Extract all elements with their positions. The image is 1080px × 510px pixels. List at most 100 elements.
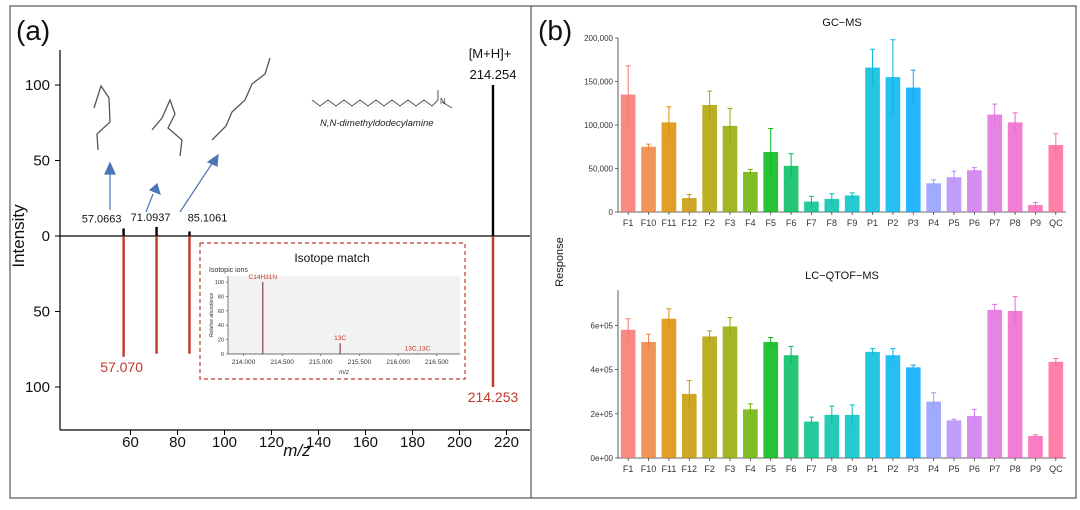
panel-a-label: (a) xyxy=(16,15,50,46)
bar-F3 xyxy=(722,326,738,458)
isotope-peak-label: C14H31N xyxy=(249,274,278,281)
bar-chart-y-tick-label: 50,000 xyxy=(589,165,614,174)
bar-P7 xyxy=(987,309,1003,458)
spectrum-y-axis-title: Intensity xyxy=(9,204,28,268)
panel-b-label: (b) xyxy=(538,15,572,46)
bar-P8 xyxy=(1007,122,1023,212)
bar-chart-x-tick-label: P7 xyxy=(989,464,1000,474)
bar-P5 xyxy=(946,420,962,458)
bar-F12 xyxy=(681,393,697,458)
fragment-structures xyxy=(93,57,271,157)
bar-P6 xyxy=(967,170,982,212)
fragment-arrow-3 xyxy=(179,161,214,213)
spectrum-y-tick-label: 100 xyxy=(25,379,50,396)
bar-chart-y-tick-label: 150,000 xyxy=(584,78,613,87)
isotope-inset-subtitle: Isotopic ions xyxy=(209,267,248,274)
isotope-x-axis-title: m/z xyxy=(339,370,349,376)
isotope-y-axis-title: Relative abundance xyxy=(209,293,215,337)
bar-P4 xyxy=(926,183,941,212)
bar-chart-x-tick-label: P1 xyxy=(867,218,878,228)
isotope-inset-title: Isotope match xyxy=(294,251,369,265)
bar-chart-x-tick-label: P4 xyxy=(928,218,939,228)
bar-chart-x-tick-label: P1 xyxy=(867,464,878,474)
spectrum-peak-labels: 57.0663 71.0937 85.1061 214.254 57.070 214.25… xyxy=(82,67,519,405)
spectrum-y-tick-label: 50 xyxy=(33,153,50,170)
bar-chart-x-tick-label: F11 xyxy=(661,218,676,228)
response-axis-title: Response xyxy=(554,237,566,287)
bar-chart-y-tick-label: 100,000 xyxy=(584,121,613,130)
bar-chart-x-tick-label: F4 xyxy=(745,218,756,228)
bar-F8 xyxy=(824,414,840,458)
spectrum-y-tick-label: 100 xyxy=(25,77,50,94)
isotope-inset: Isotope match Isotopic ions 0 20 40 60 80 100… xyxy=(199,242,466,380)
panel-b: (b) Response GC−MS 0 50,000 100,000 150,000 2… xyxy=(538,15,1066,474)
bar-F3 xyxy=(722,125,738,212)
experimental-peak-label: 214.254 xyxy=(469,67,516,82)
bar-F4 xyxy=(743,171,758,212)
bar-F5 xyxy=(763,151,779,212)
isotope-x-tick-label: 215.500 xyxy=(348,359,372,366)
bar-chart-x-tick-label: P8 xyxy=(1010,218,1021,228)
bar-F9 xyxy=(844,195,860,212)
bar-QC xyxy=(1048,361,1064,458)
bar-chart-y-tick-label: 200,000 xyxy=(584,34,613,43)
spectrum-x-tick-label: 180 xyxy=(400,434,425,451)
bar-chart-x-tick-label: F6 xyxy=(786,218,797,228)
bar-chart-y-tick-label: 4e+05 xyxy=(591,366,614,375)
isotope-ticks: 0 20 40 60 80 100 214.000 214.500 215.000 215.500… xyxy=(215,280,449,366)
bar-F11 xyxy=(661,318,677,458)
spectrum-x-ticks: 60 80 100 120 140 160 180 200 220 xyxy=(122,430,519,451)
bar-chart-x-tick-label: F8 xyxy=(827,218,838,228)
spectrum-peaks xyxy=(122,85,495,387)
bar-chart-x-tick-label: P6 xyxy=(969,464,980,474)
spectrum-y-ticks: 0 50 100 50 100 xyxy=(25,77,60,396)
bar-chart-x-tick-label: F5 xyxy=(765,218,776,228)
isotope-x-tick-label: 214.500 xyxy=(270,359,294,366)
spectrum-x-tick-label: 140 xyxy=(306,434,331,451)
bar-chart-x-tick-label: F10 xyxy=(641,464,657,474)
reference-peak-label: 214.253 xyxy=(468,389,519,405)
bar-F6 xyxy=(783,355,799,458)
bar-chart-x-tick-label: P2 xyxy=(887,464,898,474)
bar-chart-x-tick-label: F7 xyxy=(806,218,817,228)
spectrum-x-tick-label: 100 xyxy=(212,434,237,451)
bar-chart-x-tick-label: F2 xyxy=(704,464,715,474)
isotope-y-tick-label: 80 xyxy=(218,294,224,300)
bar-chart-x-tick-label: F6 xyxy=(786,464,797,474)
spectrum-x-tick-label: 120 xyxy=(259,434,284,451)
spectrum-x-tick-label: 60 xyxy=(122,434,139,451)
bar-P1 xyxy=(865,67,880,212)
bar-F8 xyxy=(824,198,840,212)
bar-chart-y-tick-label: 0 xyxy=(609,208,614,217)
molecule-chain xyxy=(311,99,439,107)
bar-F5 xyxy=(763,341,779,458)
bar-chart-x-tick-label: F9 xyxy=(847,218,858,228)
reference-peak-label: 57.070 xyxy=(100,359,143,375)
bar-chart-y-tick-label: 0e+00 xyxy=(591,454,614,463)
spectrum-x-tick-label: 220 xyxy=(494,434,519,451)
bar-chart-x-tick-label: F1 xyxy=(623,464,634,474)
isotope-y-tick-label: 20 xyxy=(218,338,224,344)
spectrum-x-tick-label: 80 xyxy=(169,434,186,451)
isotope-y-tick-label: 60 xyxy=(218,309,224,315)
bar-F6 xyxy=(783,165,799,212)
bar-chart-x-tick-label: F4 xyxy=(745,464,756,474)
bar-F2 xyxy=(702,336,717,458)
fragment-arrow-2-head xyxy=(148,182,161,196)
isotope-peaks: C14H31N 13C 13C,13C xyxy=(249,274,431,354)
isotope-x-tick-label: 216.000 xyxy=(386,359,410,366)
bar-chart-y-tick-label: 6e+05 xyxy=(591,321,614,330)
bar-P3 xyxy=(905,87,921,212)
fragment-arrow-3-head xyxy=(206,153,219,167)
bar-P4 xyxy=(926,401,941,458)
spectrum-x-tick-label: 200 xyxy=(447,434,472,451)
fragment-structure-c6 xyxy=(211,57,271,141)
bar-chart-x-tick-label: P9 xyxy=(1030,218,1041,228)
bar-chart-title: LC−QTOF−MS xyxy=(805,270,879,282)
bar-chart-x-tick-label: P6 xyxy=(969,218,980,228)
fragment-structure-c5 xyxy=(151,98,183,157)
bar-chart-x-tick-label: P3 xyxy=(908,464,919,474)
fragment-arrow-2 xyxy=(145,193,154,213)
